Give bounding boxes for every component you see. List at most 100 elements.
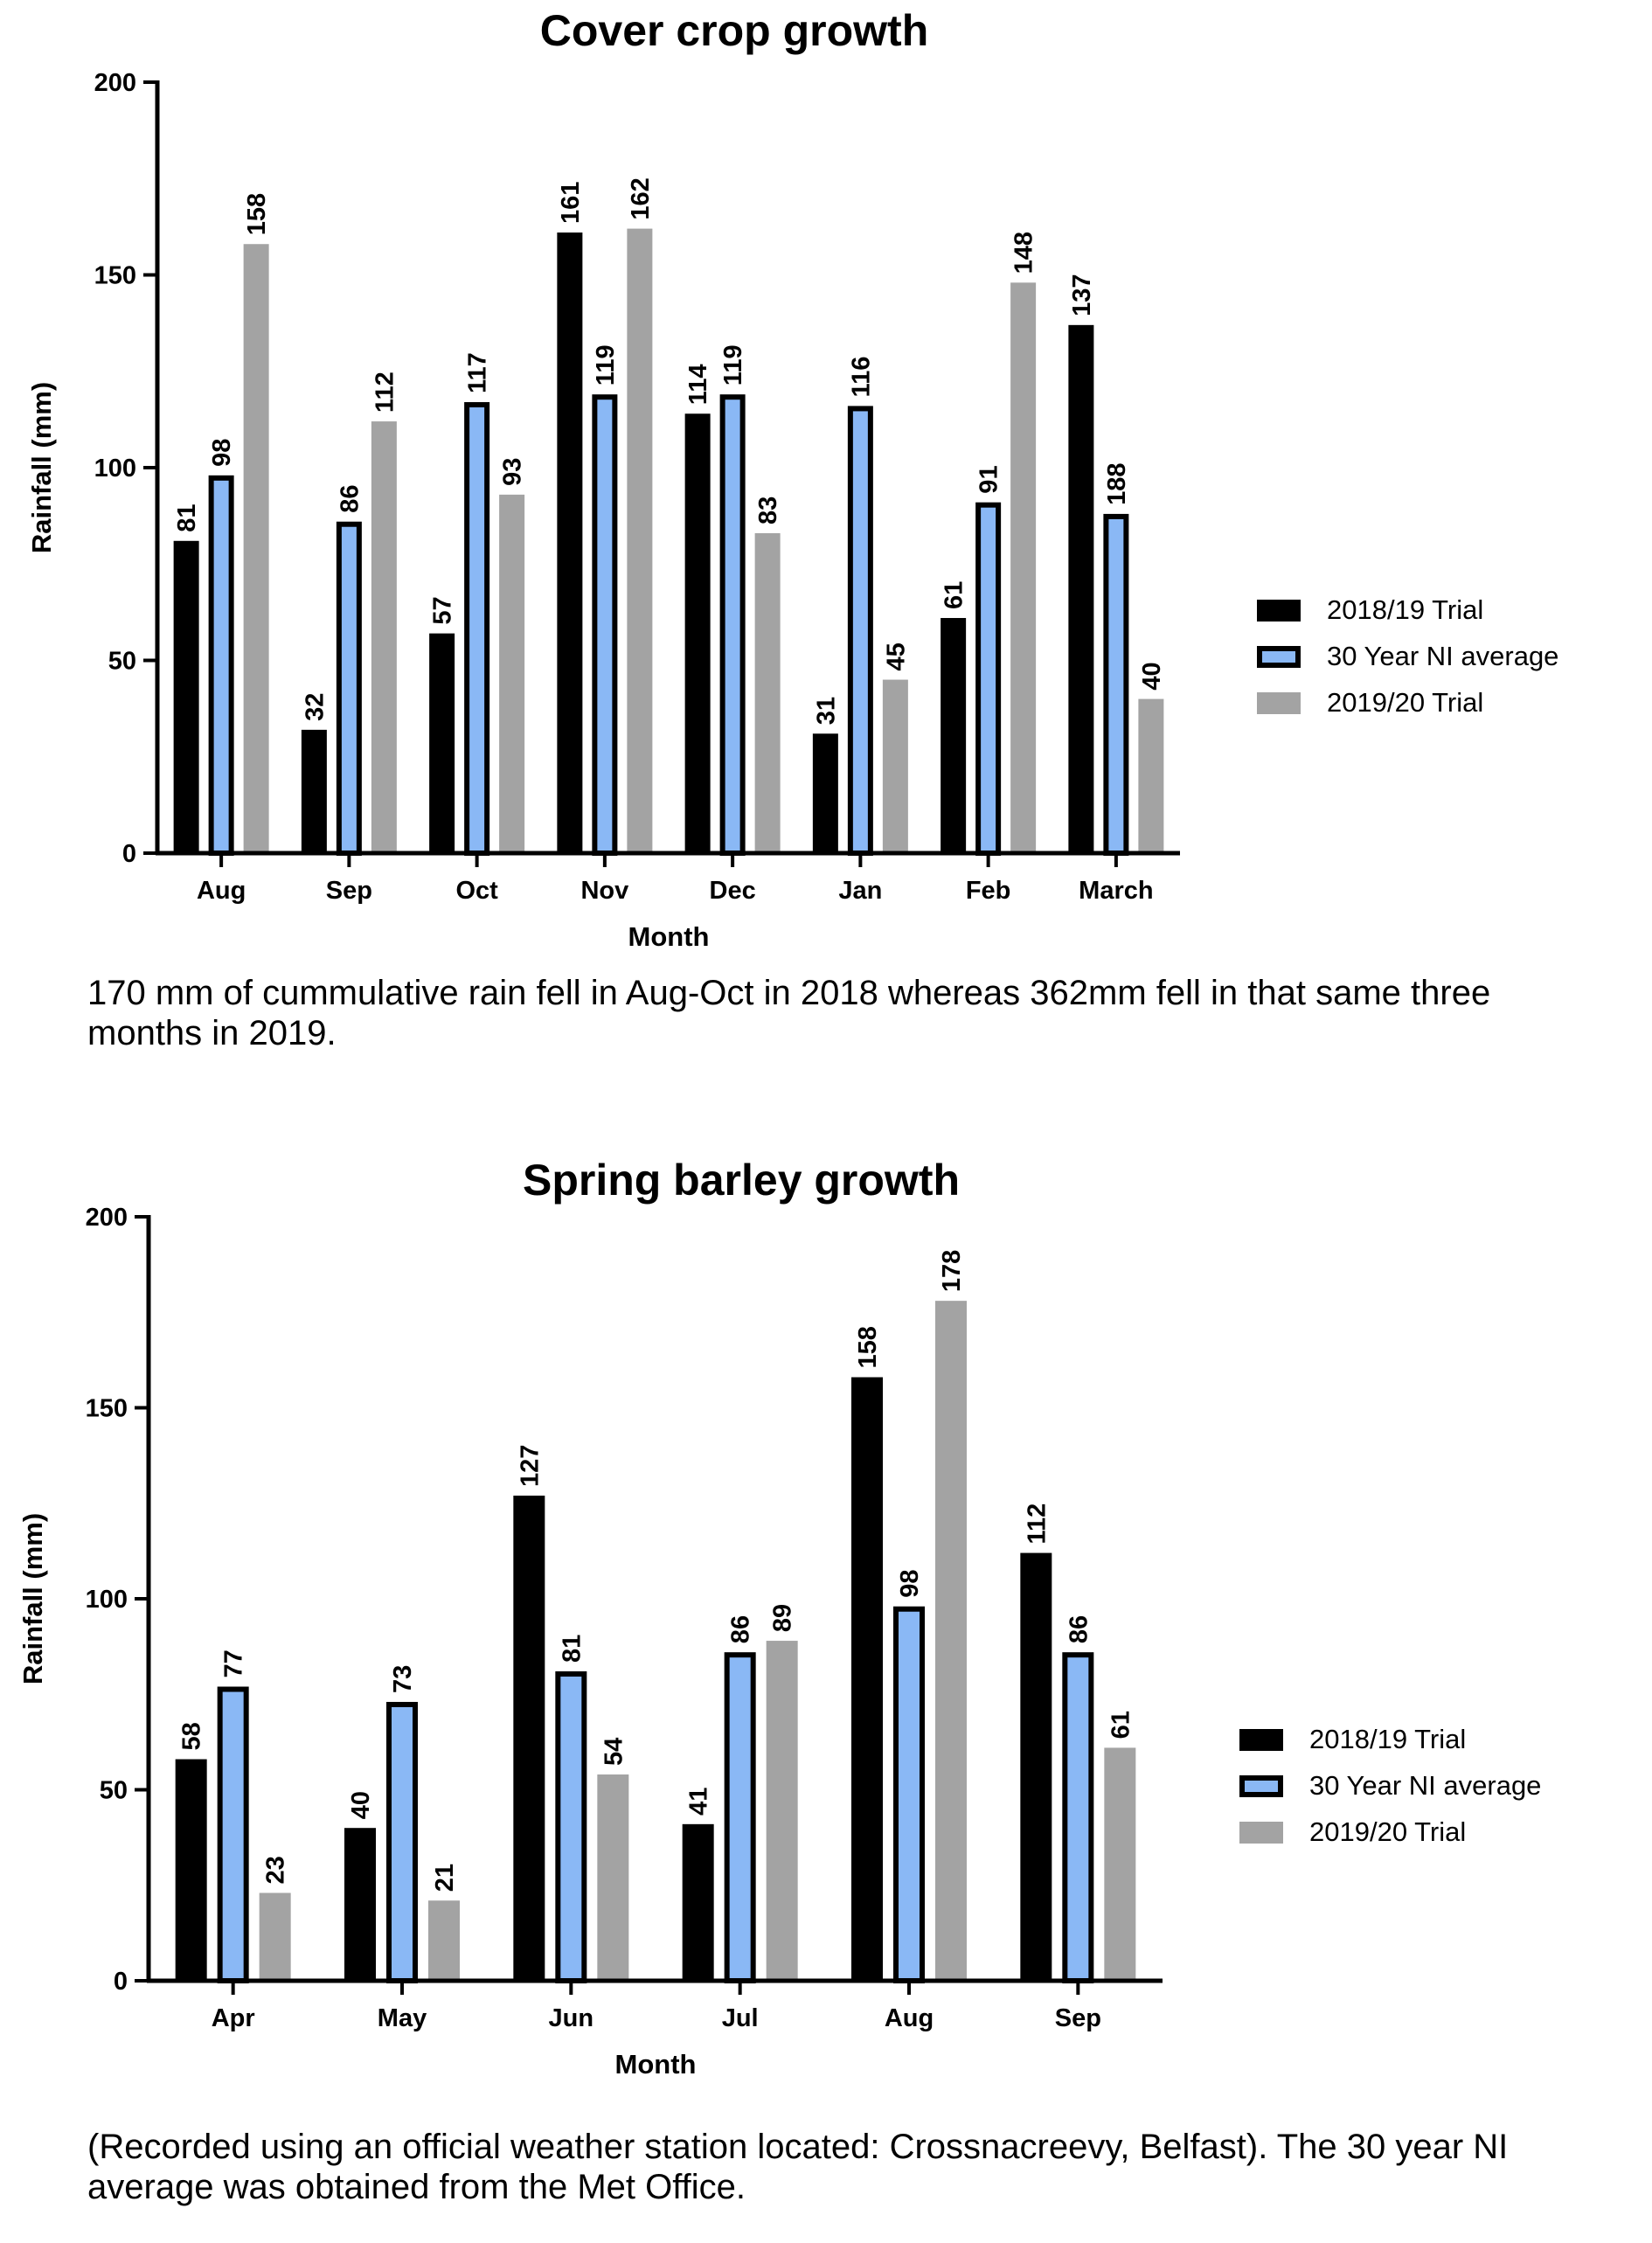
barley-x-tick-label: May xyxy=(378,2004,427,2032)
barley-data-label: 61 xyxy=(1107,1711,1135,1739)
cover-data-label: 91 xyxy=(975,465,1003,493)
cover-data-label: 57 xyxy=(429,596,457,624)
cover-bar-1-aug xyxy=(173,540,199,853)
cover-y-tick-label: 150 xyxy=(94,262,136,290)
barley-x-tick-label: Jun xyxy=(549,2004,594,2032)
cover-data-label: 119 xyxy=(592,344,620,385)
cover-data-label: 81 xyxy=(173,504,201,532)
barley-x-tick-label: Sep xyxy=(1055,2004,1101,2032)
cover-x-tick-label: March xyxy=(1079,877,1153,905)
cover-x-tick-label: Sep xyxy=(326,877,372,905)
barley-data-label: 178 xyxy=(938,1250,966,1292)
cover-legend-swatch xyxy=(1257,600,1301,622)
cover-bar-3-jan xyxy=(882,679,908,853)
barley-bar-3-sep xyxy=(1104,1747,1136,1981)
barley-data-label: 86 xyxy=(1065,1615,1093,1643)
barley-y-tick-label: 150 xyxy=(86,1395,128,1423)
barley-y-tick-label: 0 xyxy=(114,1968,128,1996)
barley-bar-2-apr xyxy=(217,1686,249,1983)
cover-x-tick-label: Dec xyxy=(710,877,756,905)
cover-bar-1-dec xyxy=(684,413,711,853)
barley-data-label: 77 xyxy=(220,1649,248,1677)
barley-data-label: 54 xyxy=(600,1738,628,1766)
cover-data-label: 117 xyxy=(464,352,492,393)
barley-data-label: 40 xyxy=(347,1791,375,1819)
cover-data-label: 116 xyxy=(847,357,875,398)
barley-y-tick-label: 50 xyxy=(100,1777,128,1805)
cover-bar-1-nov xyxy=(557,232,583,853)
cover-bar-2-feb xyxy=(975,502,1002,856)
barley-data-label: 21 xyxy=(431,1864,459,1892)
cover-data-label: 158 xyxy=(243,193,271,235)
barley-legend-label: 30 Year NI average xyxy=(1309,1770,1541,1801)
cover-legend-label: 2019/20 Trial xyxy=(1327,687,1483,718)
cover-data-label: 32 xyxy=(301,693,329,721)
cover-data-label: 93 xyxy=(499,458,527,486)
barley-x-tick-label: Jul xyxy=(722,2004,759,2032)
cover-y-tick-label: 50 xyxy=(108,648,136,676)
cover-x-tick-label: Nov xyxy=(580,877,628,905)
cover-bar-2-aug xyxy=(208,475,234,856)
cover-data-label: 45 xyxy=(882,642,910,670)
barley-legend-label: 2018/19 Trial xyxy=(1309,1724,1466,1754)
barley-bar-3-apr xyxy=(259,1892,291,1981)
cover-legend-swatch xyxy=(1257,692,1301,714)
barley-bar-1-may xyxy=(344,1828,376,1981)
cover-bar-2-nov xyxy=(592,394,618,856)
cover-data-label: 112 xyxy=(371,372,399,413)
barley-data-label: 23 xyxy=(262,1856,290,1884)
cover-data-label: 98 xyxy=(208,439,236,467)
barley-bar-1-jul xyxy=(682,1823,714,1981)
barley-data-label: 127 xyxy=(516,1445,544,1487)
cover-bar-3-feb xyxy=(1010,282,1037,853)
cover-x-tick-label: Oct xyxy=(455,877,498,905)
cover-bar-3-oct xyxy=(499,494,525,853)
barley-data-label: 41 xyxy=(685,1788,713,1816)
cover-crop-chart: Cover crop growth 81 32 57 161 114 31 61 137 98 86… xyxy=(26,6,1558,952)
cover-y-tick-label: 100 xyxy=(94,455,136,483)
cover-data-label: 148 xyxy=(1010,232,1038,274)
cover-data-label: 83 xyxy=(754,497,782,524)
cover-y-tick-label: 200 xyxy=(94,69,136,97)
cover-data-label: 161 xyxy=(557,182,585,224)
barley-bar-1-aug xyxy=(851,1377,883,1981)
cover-data-label: 61 xyxy=(941,581,968,609)
barley-y-tick-label: 200 xyxy=(86,1204,128,1232)
barley-chart-title: Spring barley growth xyxy=(523,1156,960,1205)
cover-data-label: 40 xyxy=(1138,662,1166,690)
cover-x-axis-label: Month xyxy=(628,921,710,952)
cover-bar-2-dec xyxy=(719,394,746,856)
barley-bar-2-sep xyxy=(1062,1652,1094,1983)
barley-bar-2-jun xyxy=(555,1671,587,1984)
barley-x-axis-label: Month xyxy=(615,2049,697,2080)
cover-bar-1-sep xyxy=(301,729,327,853)
cover-bar-3-nov xyxy=(627,228,653,854)
barley-bar-2-jul xyxy=(724,1652,756,1983)
barley-bar-1-apr xyxy=(175,1759,207,1981)
barley-data-label: 81 xyxy=(558,1635,586,1663)
cover-x-tick-label: Jan xyxy=(838,877,882,905)
barley-bar-3-jun xyxy=(597,1774,629,1981)
barley-bar-2-may xyxy=(386,1701,418,1983)
barley-bar-1-sep xyxy=(1020,1552,1052,1981)
barley-legend-swatch xyxy=(1239,1729,1283,1751)
barley-data-label: 98 xyxy=(896,1569,924,1597)
barley-y-tick-label: 100 xyxy=(86,1586,128,1614)
cover-legend-label: 2018/19 Trial xyxy=(1327,594,1483,625)
cover-bar-2-march xyxy=(1103,513,1129,856)
cover-legend-swatch xyxy=(1257,646,1301,668)
cover-data-label: 114 xyxy=(684,364,712,405)
spring-barley-chart: Spring barley growth 58 40 127 41 158 112 77 73 8… xyxy=(17,1156,1541,2080)
barley-bar-3-may xyxy=(428,1900,460,1981)
cover-bar-2-jan xyxy=(847,406,873,856)
barley-bar-3-aug xyxy=(935,1301,967,1981)
barley-data-label: 58 xyxy=(178,1722,206,1750)
barley-data-label: 73 xyxy=(389,1665,417,1693)
barley-legend-label: 2019/20 Trial xyxy=(1309,1816,1466,1847)
barley-bar-2-aug xyxy=(893,1606,925,1983)
cover-data-label: 137 xyxy=(1068,274,1096,316)
cover-bar-1-jan xyxy=(812,733,838,853)
cover-bar-3-march xyxy=(1138,698,1164,853)
cover-data-label: 188 xyxy=(1103,463,1131,505)
cover-bar-2-oct xyxy=(464,402,490,856)
